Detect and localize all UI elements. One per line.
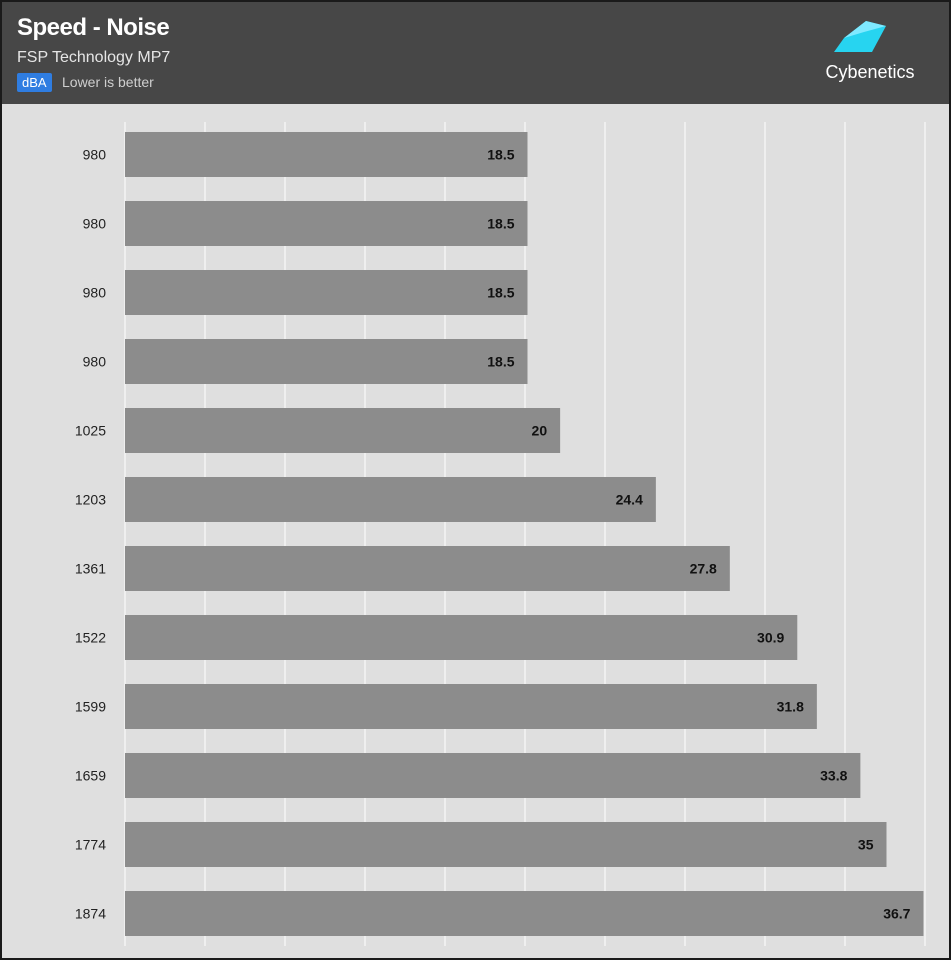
bar-chart: 980 980 980 980 1025 1203 1361 1522 1599 1659 1774… [75,122,926,946]
value-label: 24.4 [616,492,643,508]
grid-lines [124,122,926,946]
lower-is-better-note: Lower is better [62,74,154,90]
value-label: 33.8 [820,768,847,784]
unit-badge: dBA [17,73,52,92]
value-label: 18.5 [487,147,514,163]
category-label: 1874 [75,906,106,922]
bar [125,339,528,384]
category-label: 980 [83,147,107,163]
chart-header: Speed - Noise FSP Technology MP7 dBA Low… [2,2,949,104]
bar [125,891,924,936]
logo-diamond-icon [834,21,886,52]
value-label: 27.8 [690,561,717,577]
bar [125,132,528,177]
category-label: 980 [83,216,107,232]
bars [125,132,924,936]
cybenetics-logo: Cybenetics [820,18,920,88]
category-label: 1774 [75,837,106,853]
value-label: 18.5 [487,285,514,301]
category-label: 1659 [75,768,106,784]
value-label: 18.5 [487,216,514,232]
value-label: 18.5 [487,354,514,370]
value-label: 20 [532,423,548,439]
category-label: 1203 [75,492,106,508]
bar [125,753,861,798]
bar [125,477,656,522]
bar [125,615,798,660]
category-label: 1025 [75,423,106,439]
logo-text: Cybenetics [825,62,915,82]
value-label: 30.9 [757,630,784,646]
category-label: 1522 [75,630,106,646]
category-label: 1361 [75,561,106,577]
value-labels: 18.5 18.5 18.5 18.5 20 24.4 27.8 30.9 31.8 33.8 35… [487,147,910,922]
chart-subtitle: FSP Technology MP7 [17,49,171,66]
category-label: 980 [83,285,107,301]
bar [125,270,528,315]
bar [125,546,730,591]
chart-title: Speed - Noise [17,14,170,41]
bar [125,201,528,246]
bar [125,822,887,867]
value-label: 36.7 [883,906,910,922]
value-label: 35 [858,837,874,853]
category-label: 980 [83,354,107,370]
category-labels: 980 980 980 980 1025 1203 1361 1522 1599 1659 1774… [75,147,106,922]
bar [125,408,561,453]
value-label: 31.8 [777,699,804,715]
category-label: 1599 [75,699,106,715]
bar [125,684,817,729]
